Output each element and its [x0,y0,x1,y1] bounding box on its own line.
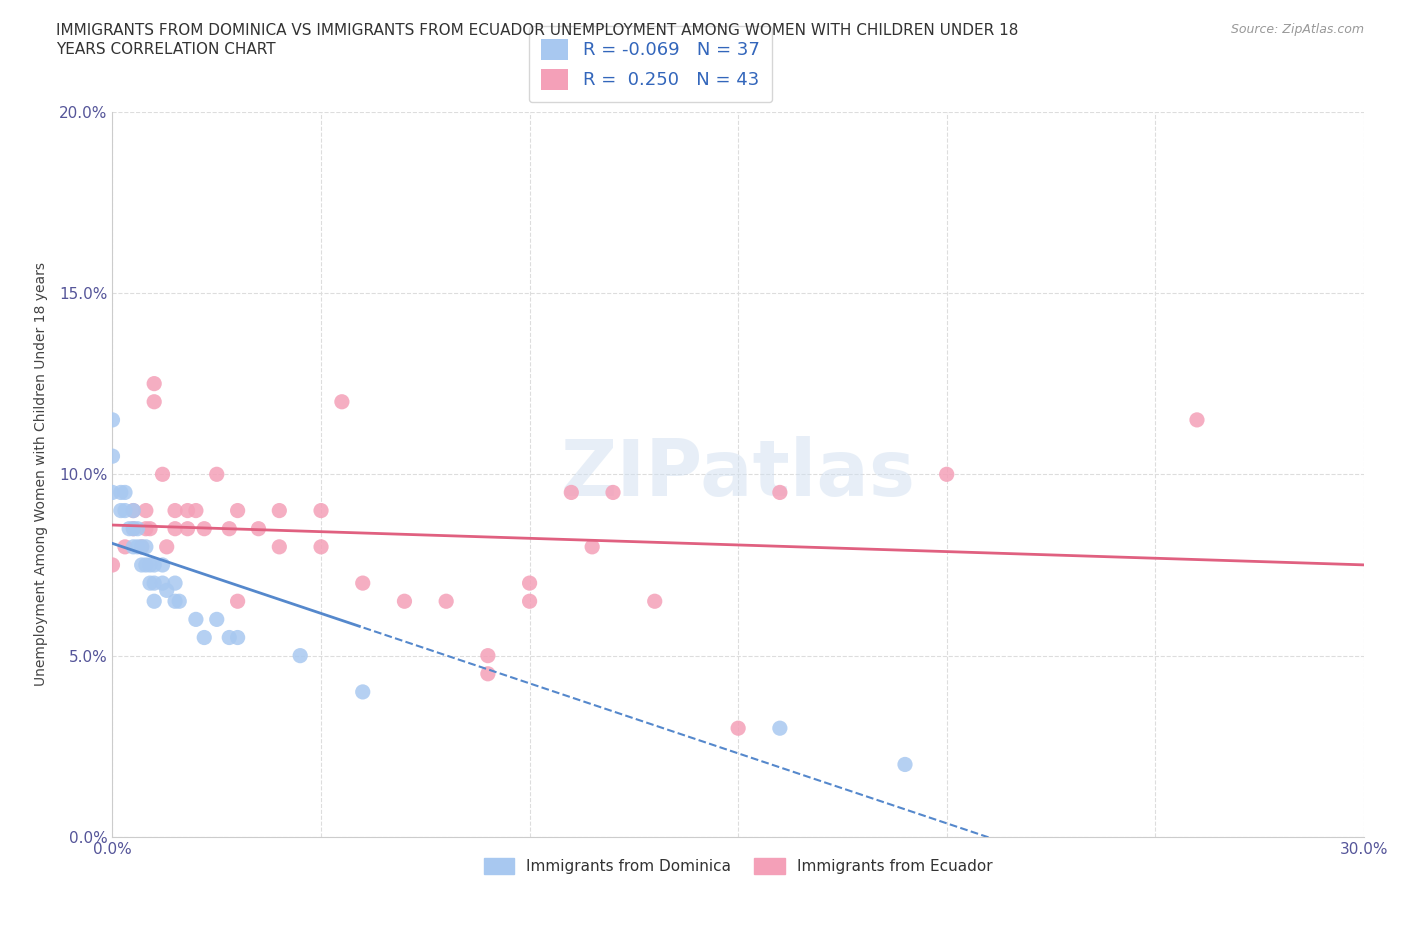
Point [519,594,541,609]
Point [135,539,157,554]
Point [152,558,174,573]
Point [644,594,666,609]
Point [226,631,249,645]
Point [218,521,240,536]
Point [122,539,145,554]
Point [193,631,215,645]
Point [477,667,499,682]
Point [247,521,270,536]
Point [167,594,190,609]
Point [193,521,215,536]
Point [330,394,353,409]
Point [143,558,166,573]
Point [309,503,332,518]
Point [269,539,291,554]
Point [101,485,124,500]
Point [139,558,162,573]
Point [114,503,136,518]
Point [127,539,149,554]
Point [118,521,141,536]
Point [205,612,228,627]
Point [581,539,603,554]
Point [131,558,153,573]
Point [894,757,917,772]
Point [152,576,174,591]
Point [218,631,240,645]
Point [143,594,166,609]
Point [122,521,145,536]
Point [131,539,153,554]
Text: YEARS CORRELATION CHART: YEARS CORRELATION CHART [56,42,276,57]
Point [560,485,582,500]
Point [114,485,136,500]
Point [1185,413,1208,428]
Point [143,377,166,392]
Point [135,558,157,573]
Point [135,521,157,536]
Legend: Immigrants from Dominica, Immigrants from Ecuador: Immigrants from Dominica, Immigrants fro… [478,852,998,880]
Point [139,521,162,536]
Point [226,503,249,518]
Point [163,503,186,518]
Point [101,413,124,428]
Point [769,721,792,736]
Point [163,594,186,609]
Point [163,576,186,591]
Point [226,594,249,609]
Point [110,485,132,500]
Point [477,648,499,663]
Point [131,539,153,554]
Point [139,576,162,591]
Point [135,503,157,518]
Point [935,467,957,482]
Point [114,539,136,554]
Point [110,503,132,518]
Point [152,467,174,482]
Point [156,583,179,598]
Point [519,576,541,591]
Point [176,503,198,518]
Point [290,648,312,663]
Y-axis label: Unemployment Among Women with Children Under 18 years: Unemployment Among Women with Children U… [34,262,48,686]
Point [309,539,332,554]
Point [269,503,291,518]
Point [163,521,186,536]
Point [156,539,179,554]
Point [122,503,145,518]
Point [352,684,374,699]
Point [352,576,374,591]
Text: ZIPatlas: ZIPatlas [561,436,915,512]
Point [101,558,124,573]
Point [101,449,124,464]
Point [143,576,166,591]
Point [143,394,166,409]
Text: Source: ZipAtlas.com: Source: ZipAtlas.com [1230,23,1364,36]
Point [434,594,457,609]
Point [769,485,792,500]
Point [394,594,416,609]
Point [727,721,749,736]
Point [602,485,624,500]
Text: IMMIGRANTS FROM DOMINICA VS IMMIGRANTS FROM ECUADOR UNEMPLOYMENT AMONG WOMEN WIT: IMMIGRANTS FROM DOMINICA VS IMMIGRANTS F… [56,23,1018,38]
Point [205,467,228,482]
Point [127,521,149,536]
Point [184,612,207,627]
Point [184,503,207,518]
Point [176,521,198,536]
Point [122,521,145,536]
Point [122,503,145,518]
